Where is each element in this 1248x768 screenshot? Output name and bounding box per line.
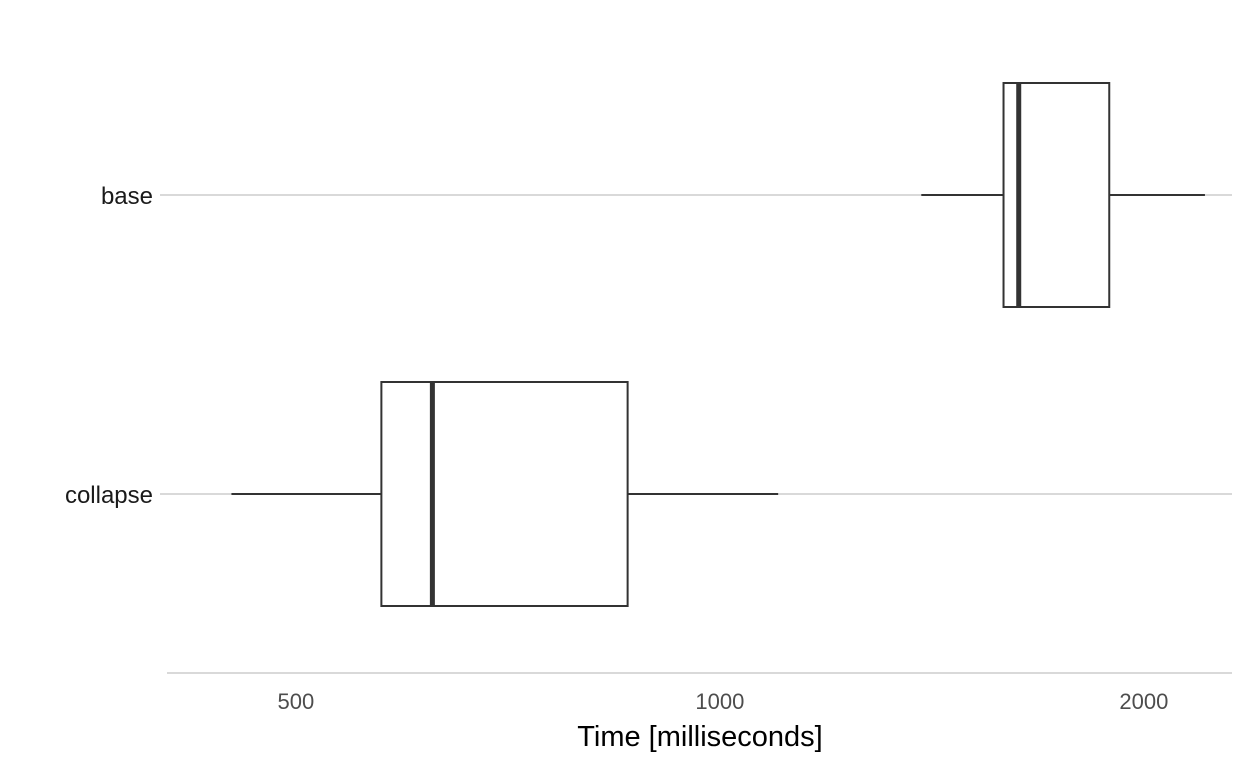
x-tick-label-500: 500 [278, 689, 315, 714]
category-label-collapse: collapse [65, 482, 153, 509]
box-base [921, 82, 1205, 308]
x-tick-label-1000: 1000 [695, 689, 744, 714]
x-axis-title: Time [milliseconds] [577, 721, 822, 753]
iqr-box-collapse [380, 381, 629, 607]
x-tick-label-2000: 2000 [1119, 689, 1168, 714]
category-labels: base collapse [65, 183, 153, 509]
category-label-base: base [101, 183, 153, 210]
box-layer [231, 82, 1205, 607]
x-tick-labels: 500 1000 2000 [278, 689, 1169, 714]
box-collapse [231, 381, 779, 607]
